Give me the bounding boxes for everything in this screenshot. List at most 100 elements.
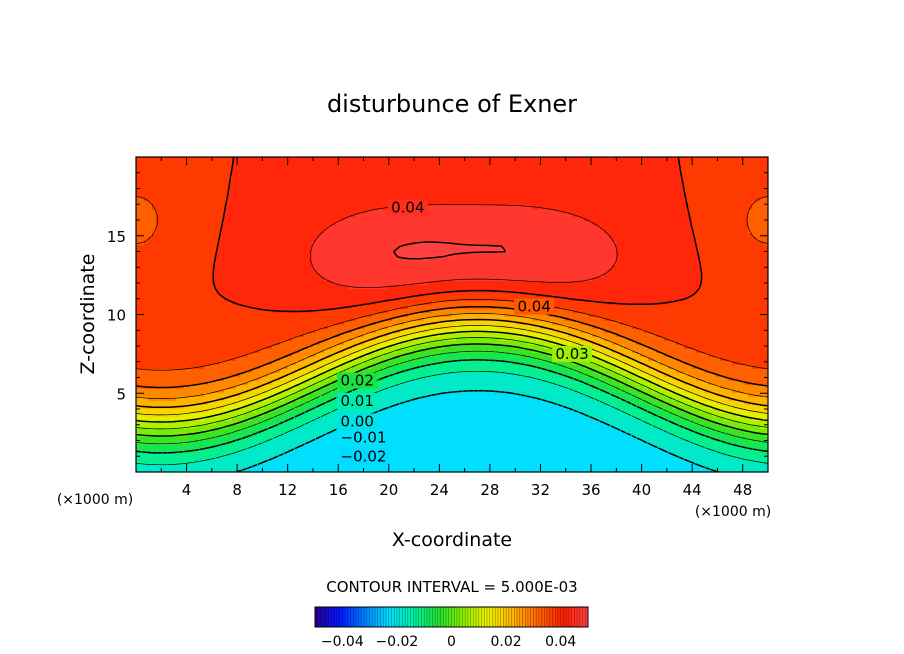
field-cell bbox=[680, 368, 685, 373]
field-cell bbox=[540, 396, 545, 401]
field-cell bbox=[252, 440, 257, 445]
field-cell bbox=[180, 380, 185, 385]
field-cell bbox=[516, 372, 521, 377]
field-cell bbox=[580, 416, 585, 421]
field-cell bbox=[704, 428, 709, 433]
field-cell bbox=[412, 464, 417, 469]
field-cell bbox=[520, 412, 525, 417]
field-cell bbox=[556, 392, 561, 397]
field-cell bbox=[568, 448, 573, 453]
field-cell bbox=[496, 388, 501, 393]
field-cell bbox=[608, 388, 613, 393]
field-cell bbox=[516, 448, 521, 453]
field-cell bbox=[608, 420, 613, 425]
field-cell bbox=[240, 348, 245, 353]
field-cell bbox=[160, 348, 165, 353]
field-cell bbox=[488, 424, 493, 429]
field-cell bbox=[136, 388, 141, 393]
field-cell bbox=[720, 372, 725, 377]
field-cell bbox=[308, 432, 313, 437]
field-cell bbox=[220, 412, 225, 417]
field-cell bbox=[580, 456, 585, 461]
field-cell bbox=[496, 440, 501, 445]
field-cell bbox=[384, 392, 389, 397]
field-cell bbox=[580, 404, 585, 409]
field-cell bbox=[648, 348, 653, 353]
field-cell bbox=[312, 420, 317, 425]
field-cell bbox=[216, 396, 221, 401]
field-cell bbox=[420, 372, 425, 377]
field-cell bbox=[636, 400, 641, 405]
field-cell bbox=[312, 452, 317, 457]
field-cell bbox=[588, 372, 593, 377]
field-cell bbox=[204, 428, 209, 433]
field-cell bbox=[456, 432, 461, 437]
field-cell bbox=[304, 368, 309, 373]
field-cell bbox=[720, 364, 725, 369]
field-cell bbox=[300, 360, 305, 365]
field-cell bbox=[420, 412, 425, 417]
field-cell bbox=[292, 464, 297, 469]
field-cell bbox=[248, 436, 253, 441]
field-cell bbox=[428, 388, 433, 393]
field-cell bbox=[276, 380, 281, 385]
field-cell bbox=[184, 396, 189, 401]
field-cell bbox=[372, 364, 377, 369]
field-cell bbox=[616, 384, 621, 389]
field-cell bbox=[536, 468, 541, 472]
field-cell bbox=[688, 384, 693, 389]
field-cell bbox=[436, 464, 441, 469]
field-cell bbox=[688, 364, 693, 369]
field-cell bbox=[548, 376, 553, 381]
field-cell bbox=[544, 464, 549, 469]
field-cell bbox=[728, 448, 733, 453]
field-cell bbox=[656, 416, 661, 421]
field-cell bbox=[316, 428, 321, 433]
field-cell bbox=[680, 392, 685, 397]
field-cell bbox=[660, 424, 665, 429]
field-cell bbox=[140, 468, 145, 472]
field-cell bbox=[656, 440, 661, 445]
field-cell bbox=[448, 364, 453, 369]
field-cell bbox=[724, 364, 729, 369]
field-cell bbox=[252, 408, 257, 413]
field-cell bbox=[152, 376, 157, 381]
field-cell bbox=[744, 444, 749, 449]
field-cell bbox=[480, 364, 485, 369]
field-cell bbox=[168, 400, 173, 405]
field-cell bbox=[396, 404, 401, 409]
field-cell bbox=[424, 432, 429, 437]
field-cell bbox=[216, 460, 221, 465]
field-cell bbox=[404, 380, 409, 385]
field-cell bbox=[240, 356, 245, 361]
field-cell bbox=[384, 412, 389, 417]
field-cell bbox=[164, 356, 169, 361]
field-cell bbox=[644, 360, 649, 365]
field-cell bbox=[516, 368, 521, 373]
field-cell bbox=[388, 436, 393, 441]
field-cell bbox=[584, 456, 589, 461]
field-cell bbox=[476, 352, 481, 357]
field-cell bbox=[684, 464, 689, 469]
field-cell bbox=[500, 360, 505, 365]
field-cell bbox=[180, 456, 185, 461]
field-cell bbox=[572, 444, 577, 449]
field-cell bbox=[400, 412, 405, 417]
field-cell bbox=[584, 452, 589, 457]
field-cell bbox=[468, 460, 473, 465]
field-cell bbox=[532, 452, 537, 457]
field-cell bbox=[548, 392, 553, 397]
field-cell bbox=[408, 368, 413, 373]
field-cell bbox=[276, 392, 281, 397]
field-cell bbox=[344, 364, 349, 369]
field-cell bbox=[220, 344, 225, 349]
field-cell bbox=[444, 400, 449, 405]
field-cell bbox=[392, 460, 397, 465]
field-cell bbox=[264, 460, 269, 465]
field-cell bbox=[668, 368, 673, 373]
field-cell bbox=[340, 368, 345, 373]
field-cell bbox=[144, 380, 149, 385]
field-cell bbox=[628, 360, 633, 365]
field-cell bbox=[192, 464, 197, 469]
field-cell bbox=[496, 356, 501, 361]
